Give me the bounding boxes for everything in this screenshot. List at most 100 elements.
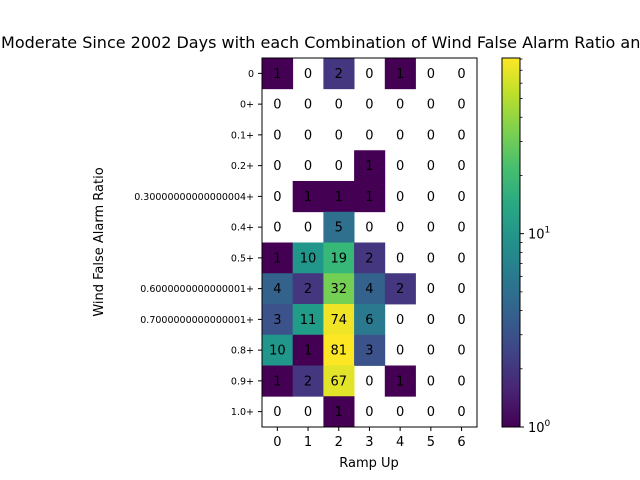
heatmap-cell — [323, 181, 355, 213]
cell-value-label: 0 — [396, 98, 404, 113]
cell-value-label: 3 — [273, 313, 281, 328]
cell-value-label: 0 — [396, 251, 404, 266]
x-axis-ticks: 0 1 2 3 4 5 6 — [273, 427, 466, 450]
cell-value-label: 0 — [457, 313, 465, 328]
heatmap-cell — [262, 58, 294, 90]
cell-value-label: 0 — [427, 313, 435, 328]
heatmap-cell — [292, 304, 324, 336]
heatmap-cell — [323, 242, 355, 274]
cell-value-label: 0 — [457, 98, 465, 113]
cell-value-label: 0 — [335, 128, 343, 143]
heatmap-cell — [262, 242, 294, 274]
y-axis-ticks: 0 0+ 0.1+ 0.2+ 0.30000000000000004+ 0.4+ 0.5+ 0… — [134, 69, 262, 418]
cell-value-label: 10 — [269, 344, 286, 359]
cell-value-label: 0 — [273, 221, 281, 236]
cell-value-label: 1 — [273, 251, 281, 266]
cell-value-label: 1 — [335, 405, 343, 420]
cell-value-label: 0 — [457, 190, 465, 205]
heatmap-cell — [262, 273, 294, 305]
heatmap-cell — [354, 334, 386, 366]
heatmap-cell — [384, 365, 416, 397]
heatmap-cell — [323, 273, 355, 305]
y-tick-label: 0.5+ — [231, 253, 254, 264]
y-tick-label: 0.2+ — [231, 161, 254, 172]
cell-value-label: 0 — [457, 405, 465, 420]
cell-value-label: 2 — [304, 374, 312, 389]
cell-value-label: 0 — [427, 374, 435, 389]
cell-value-label: 0 — [365, 221, 373, 236]
cell-value-label: 0 — [457, 67, 465, 82]
heatmap-cell — [323, 396, 355, 428]
cell-value-label: 2 — [335, 67, 343, 82]
heatmap-cell — [323, 334, 355, 366]
cell-value-label: 0 — [304, 159, 312, 174]
y-tick-label: 0.7000000000000001+ — [140, 315, 254, 326]
cell-value-label: 0 — [365, 374, 373, 389]
cell-value-label: 0 — [396, 344, 404, 359]
cell-value-label: 11 — [300, 313, 317, 328]
cell-value-label: 5 — [335, 221, 343, 236]
cell-value-label: 1 — [396, 67, 404, 82]
y-tick-label: 0 — [248, 69, 254, 80]
cell-value-label: 0 — [396, 405, 404, 420]
cell-value-label: 0 — [457, 159, 465, 174]
cell-value-label: 0 — [427, 159, 435, 174]
y-tick-label: 1.0+ — [231, 407, 254, 418]
cell-value-label: 32 — [330, 282, 347, 297]
cell-value-label: 0 — [304, 98, 312, 113]
cell-value-label: 0 — [304, 128, 312, 143]
cell-value-label: 0 — [304, 67, 312, 82]
heatmap-cell — [292, 273, 324, 305]
cell-value-label: 10 — [300, 251, 317, 266]
x-tick-label: 3 — [365, 435, 373, 450]
y-tick-label: 0.30000000000000004+ — [134, 192, 254, 203]
heatmap-cell — [354, 273, 386, 305]
cell-value-label: 0 — [304, 221, 312, 236]
cell-value-label: 67 — [330, 374, 347, 389]
chart-title: Number of Moderate Since 2002 Days with … — [0, 33, 640, 52]
cell-value-label: 0 — [365, 67, 373, 82]
heatmap-cell — [323, 304, 355, 336]
heatmap-cell — [292, 242, 324, 274]
y-axis-label: Wind False Alarm Ratio — [92, 167, 107, 316]
cell-value-label: 74 — [330, 313, 347, 328]
cell-value-label: 0 — [396, 190, 404, 205]
cell-value-label: 1 — [365, 159, 373, 174]
cell-value-label: 0 — [427, 98, 435, 113]
heatmap-cell — [354, 304, 386, 336]
cell-value-label: 0 — [396, 128, 404, 143]
cell-value-label: 0 — [427, 128, 435, 143]
heatmap-cell — [262, 334, 294, 366]
heatmap-cell — [292, 334, 324, 366]
cell-value-label: 1 — [304, 190, 312, 205]
x-tick-label: 6 — [457, 435, 465, 450]
heatmap-cell — [354, 150, 386, 182]
cell-value-label: 1 — [273, 67, 281, 82]
x-tick-label: 5 — [427, 435, 435, 450]
cell-value-label: 0 — [457, 128, 465, 143]
colorbar — [501, 57, 521, 428]
cell-value-label: 0 — [335, 98, 343, 113]
heatmap-cell — [323, 58, 355, 90]
cell-value-label: 81 — [330, 344, 347, 359]
cell-value-label: 1 — [396, 374, 404, 389]
heatmap-cell — [323, 365, 355, 397]
cell-value-label: 0 — [427, 344, 435, 359]
cell-value-label: 19 — [330, 251, 347, 266]
x-tick-label: 0 — [273, 435, 281, 450]
cell-value-label: 1 — [273, 374, 281, 389]
cell-value-label: 1 — [365, 190, 373, 205]
cell-value-label: 3 — [365, 344, 373, 359]
cell-value-label: 0 — [457, 282, 465, 297]
cell-value-label: 0 — [335, 159, 343, 174]
cell-value-label: 0 — [427, 190, 435, 205]
x-axis-label: Ramp Up — [339, 456, 399, 471]
cell-value-label: 0 — [396, 159, 404, 174]
cell-value-label: 2 — [304, 282, 312, 297]
cell-value-label: 1 — [304, 344, 312, 359]
cell-value-label: 0 — [427, 405, 435, 420]
cell-value-label: 0 — [396, 221, 404, 236]
heatmap-cell — [292, 365, 324, 397]
cell-value-label: 0 — [457, 374, 465, 389]
